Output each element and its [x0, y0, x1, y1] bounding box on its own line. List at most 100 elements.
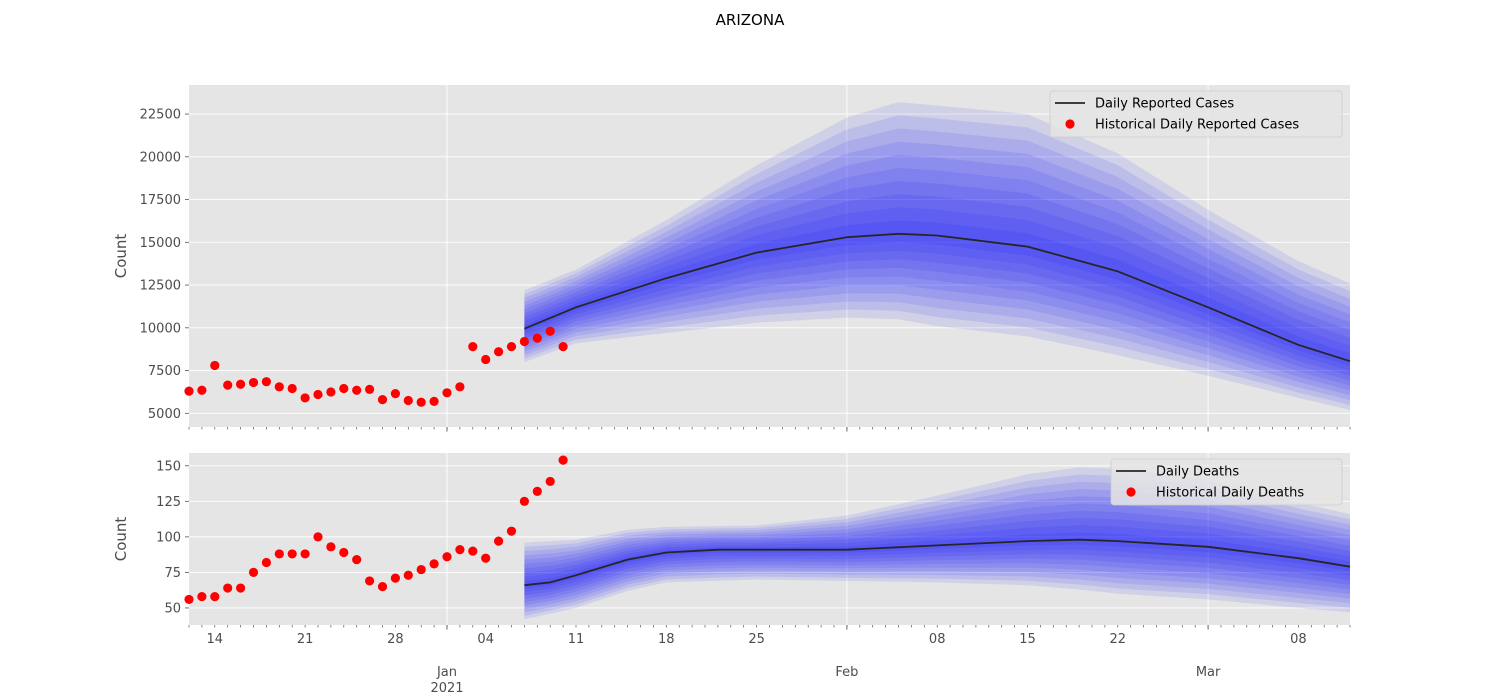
- y-axis-label: Count: [112, 234, 130, 279]
- plot-background: [189, 85, 1350, 427]
- x-tick-label: 11: [568, 632, 585, 647]
- forecast-band-layer: [524, 532, 1350, 589]
- legend-label: Daily Reported Cases: [1095, 97, 1234, 112]
- data-point: [494, 347, 504, 357]
- data-point: [223, 583, 233, 593]
- data-point: [274, 382, 284, 392]
- data-point: [287, 549, 297, 559]
- x-tick-label: 21: [297, 632, 314, 647]
- data-point: [468, 342, 478, 352]
- y-tick-label: 7500: [148, 364, 181, 379]
- data-point: [248, 377, 259, 388]
- forecast-band-layer: [524, 194, 1350, 376]
- data-point: [455, 545, 465, 555]
- historical-points: [184, 455, 568, 605]
- forecast-band-layer: [524, 154, 1350, 391]
- forecast-band-layer: [524, 102, 1350, 410]
- panel-2: 50 75 100 125 150 Count 14 21 28 04 11 18 25 08 15 22 08…: [112, 453, 1351, 696]
- forecast-band: [524, 102, 1350, 410]
- data-point: [558, 342, 568, 352]
- x-tick-label: 08: [1290, 632, 1307, 647]
- data-point: [390, 389, 400, 399]
- data-point: [442, 552, 452, 562]
- forecast-band-layer: [524, 489, 1350, 610]
- data-point: [352, 385, 362, 395]
- data-point: [558, 455, 568, 465]
- data-point: [197, 591, 207, 602]
- data-point: [223, 380, 233, 390]
- data-point: [339, 547, 349, 558]
- historical-points: [184, 326, 568, 407]
- data-point: [481, 354, 491, 365]
- y-tick-label: 10000: [140, 321, 181, 336]
- data-point: [184, 386, 194, 396]
- legend: Daily Reported Cases Historical Daily Rep…: [1049, 90, 1343, 138]
- forecast-band-layer: [524, 128, 1350, 401]
- forecast-band-layer: [524, 496, 1350, 606]
- x-tick-label: 22: [1110, 632, 1127, 647]
- legend-label: Daily Deaths: [1156, 465, 1239, 480]
- forecast-band-layer: [524, 115, 1350, 406]
- data-point: [532, 486, 542, 496]
- data-point: [365, 576, 375, 586]
- x-minor-ticks: [188, 625, 1351, 628]
- y-tick-label: 100: [156, 530, 181, 545]
- chart-title: ARIZONA: [715, 11, 785, 29]
- x-month-label: Feb: [835, 665, 858, 680]
- data-point: [326, 387, 336, 397]
- forecast-band-layer: [524, 167, 1350, 386]
- forecast-band-layer: [524, 518, 1350, 596]
- legend-label: Historical Daily Deaths: [1156, 486, 1304, 501]
- x-tick-label: 18: [658, 632, 675, 647]
- data-point: [545, 476, 555, 487]
- data-point: [481, 553, 491, 563]
- forecast-band-layer: [524, 503, 1350, 603]
- data-point: [313, 532, 323, 542]
- data-point: [494, 536, 504, 546]
- y-tick-label: 22500: [140, 108, 181, 123]
- data-point: [184, 594, 194, 605]
- legend-box: [1110, 458, 1343, 506]
- data-point: [545, 326, 555, 336]
- y-axis-label: Count: [112, 517, 130, 562]
- legend: Daily Deaths Historical Daily Deaths: [1110, 458, 1343, 506]
- data-point: [326, 542, 336, 552]
- y-tick-label: 20000: [140, 150, 181, 165]
- data-point: [429, 559, 439, 569]
- forecast-band-layer: [524, 141, 1350, 396]
- forecast-band-layer: [524, 207, 1350, 371]
- y-tick-label: 17500: [140, 193, 181, 208]
- data-point: [468, 546, 478, 556]
- y-tick-label: 15000: [140, 236, 181, 251]
- data-point: [365, 384, 375, 394]
- y-tick-label: 12500: [140, 279, 181, 294]
- x-minor-ticks: [188, 427, 1351, 430]
- forecast-line: [524, 538, 1351, 587]
- data-point: [377, 395, 388, 405]
- data-point: [236, 583, 246, 593]
- data-point: [532, 333, 542, 343]
- y-tick-label: 75: [164, 566, 181, 581]
- x-tick-label: 28: [387, 632, 404, 647]
- forecast-band: [524, 467, 1350, 620]
- x-tick-label: 15: [1019, 632, 1036, 647]
- data-point: [390, 573, 400, 583]
- data-point: [261, 557, 271, 568]
- data-point: [403, 570, 413, 580]
- x-month-label: Jan: [436, 665, 457, 680]
- data-point: [236, 379, 246, 389]
- legend-box: [1049, 90, 1343, 138]
- data-point: [416, 564, 426, 575]
- forecast-line: [524, 232, 1351, 363]
- legend-label: Historical Daily Reported Cases: [1095, 118, 1299, 133]
- x-tick-label: 14: [207, 632, 224, 647]
- data-point: [339, 383, 349, 394]
- data-point: [519, 496, 530, 506]
- forecast-band-layer: [524, 181, 1350, 381]
- data-point: [377, 582, 388, 592]
- forecast-band-layer: [524, 481, 1350, 613]
- legend-marker-swatch: [1065, 119, 1075, 129]
- data-point: [274, 549, 284, 559]
- y-tick-label: 50: [164, 601, 181, 616]
